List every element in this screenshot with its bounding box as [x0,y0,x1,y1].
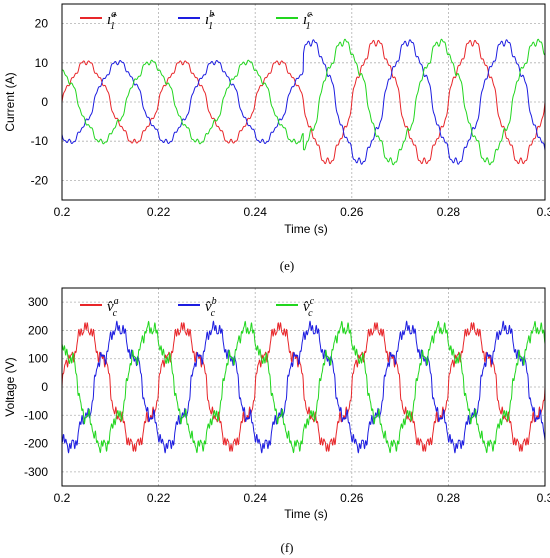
caption-f: (f) [281,540,294,555]
series-line-î1b [61,39,546,165]
x-tick-label: 0.2 [54,491,71,505]
x-tick-label: 0.3 [537,491,550,505]
y-tick-label: 100 [28,352,48,366]
x-tick-label: 0.26 [340,205,364,219]
caption-e: (e) [280,258,294,273]
y-tick-label: 0 [41,95,48,109]
y-tick-labels-e: 20 10 0 -10 -20 [31,17,49,188]
series-lines-e [61,38,546,166]
series-line-v̂cb [61,320,546,454]
y-tick-label: -300 [24,465,48,479]
x-tick-labels-e: 0.2 0.22 0.24 0.26 0.28 0.3 [54,205,550,219]
y-axis-label-e: Current (A) [3,72,17,131]
x-tick-label: 0.22 [147,491,171,505]
y-tick-label: 10 [35,56,49,70]
x-tick-label: 0.2 [54,205,71,219]
y-tick-labels-f: 300 200 100 0 -100 -200 -300 [24,295,48,479]
plot-frame-e [61,3,546,201]
x-tick-label: 0.22 [147,205,171,219]
y-tick-label: -100 [24,408,48,422]
series-line-v̂ca [61,322,546,452]
x-tick-label: 0.3 [537,205,550,219]
legend-label-v̂cc: v̂c c [303,296,315,319]
x-tick-label: 0.28 [437,491,461,505]
y-tick-label: -10 [31,134,49,148]
y-tick-label: -20 [31,173,49,187]
x-tick-labels-f: 0.2 0.22 0.24 0.26 0.28 0.3 [54,491,550,505]
y-tick-label: 20 [35,17,49,31]
x-tick-label: 0.24 [244,205,268,219]
series-line-î1c [61,38,546,166]
series-line-v̂cc [61,320,546,454]
x-tick-label: 0.28 [437,205,461,219]
series-lines-f [61,320,546,454]
y-tick-label: 200 [28,323,48,337]
legend-label-v̂cb: v̂b c [205,296,217,319]
y-tick-label: -200 [24,437,48,451]
y-tick-label: 0 [41,380,48,394]
legend-f: v̂a c v̂b c v̂c c [80,296,315,319]
series-line-î1a [61,39,546,165]
y-tick-label: 300 [28,295,48,309]
x-axis-label-e: Time (s) [284,222,328,236]
y-axis-label-f: Voltage (V) [3,357,17,416]
x-tick-label: 0.26 [340,491,364,505]
legend-label-v̂ca: v̂a c [107,296,119,319]
x-axis-label-f: Time (s) [284,507,328,521]
x-tick-label: 0.24 [244,491,268,505]
plot-frame-f [61,287,546,487]
